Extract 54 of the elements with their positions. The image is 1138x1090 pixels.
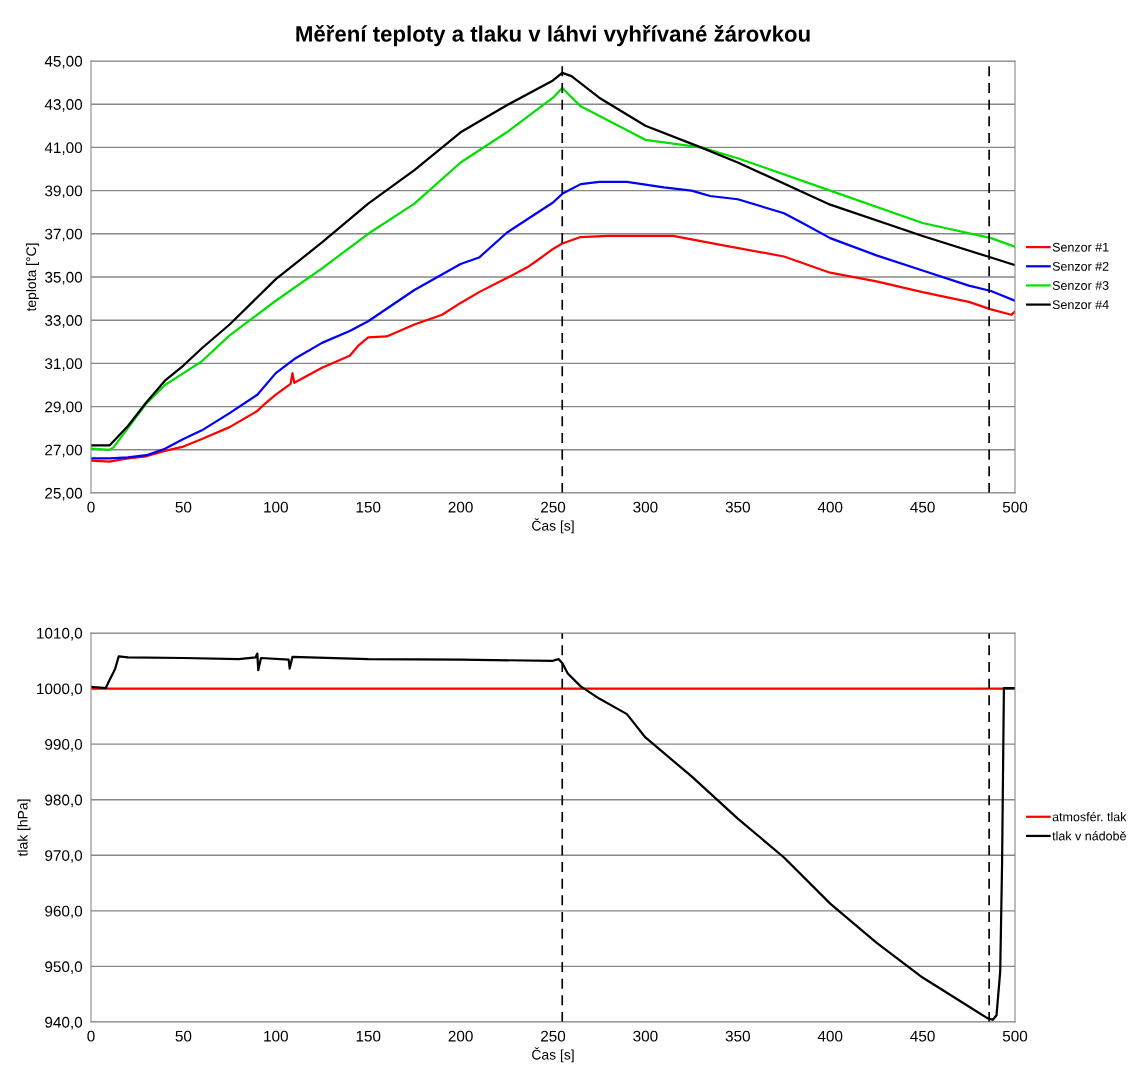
x-tick-label: 200 [448, 501, 473, 513]
x-tick-label: 350 [725, 501, 750, 513]
y-tick-label: 25,00 [45, 487, 83, 501]
y-tick-label: 970,0 [45, 850, 83, 863]
x-tick-label: 50 [175, 501, 192, 513]
y-tick-label: 1000,0 [37, 683, 83, 697]
x-tick-label: 50 [175, 1030, 192, 1042]
legend-label: Senzor #4 [1052, 300, 1109, 310]
x-tick-label: 500 [1002, 501, 1028, 513]
y-tick-label: 980,0 [45, 794, 83, 808]
y-tick-label: 27,00 [45, 444, 83, 458]
x-tick-label: 450 [910, 501, 935, 513]
legend-label: Senzor #2 [1052, 261, 1109, 271]
x-tick-label: 300 [633, 501, 658, 513]
x-tick-label: 500 [1002, 1030, 1028, 1042]
line-series [91, 234, 1015, 463]
y-tick-label: 31,00 [45, 358, 83, 371]
x-tick-label: 100 [264, 1030, 288, 1042]
y-tick-label: 45,00 [44, 55, 83, 69]
x-tick-label: 150 [356, 501, 381, 513]
y-axis-title: teplota [°C] [25, 243, 39, 312]
legend-label: Senzor #3 [1052, 281, 1109, 290]
x-axis-title: Čas [s] [532, 1047, 574, 1063]
y-tick-label: 39,00 [45, 185, 83, 199]
x-tick-label: 400 [817, 501, 843, 513]
x-tick-label: 200 [448, 1030, 473, 1042]
y-tick-label: 41,00 [44, 142, 83, 155]
x-tick-label: 100 [264, 501, 288, 513]
legend-label: tlak v nádobě [1052, 831, 1126, 841]
x-tick-label: 0 [87, 501, 95, 513]
chart-title: Měření teploty a tlaku v láhvi vyhřívané žárovkou [296, 24, 810, 47]
x-tick-label: 400 [817, 1030, 843, 1042]
y-tick-label: 990,0 [45, 739, 83, 752]
x-tick-label: 250 [541, 501, 566, 513]
x-tick-label: 450 [910, 1030, 935, 1042]
x-tick-label: 0 [87, 1030, 95, 1042]
y-axis-title: tlak [hPa] [17, 799, 31, 857]
y-tick-label: 1010,0 [37, 627, 83, 641]
line-series [91, 180, 1015, 460]
y-tick-label: 35,00 [45, 271, 83, 285]
x-tick-label: 150 [356, 1030, 381, 1042]
y-tick-label: 33,00 [45, 315, 83, 328]
legend-label: atmosfér. tlak [1052, 811, 1127, 822]
y-tick-label: 950,0 [45, 961, 83, 974]
x-tick-label: 300 [633, 1030, 658, 1042]
x-tick-label: 250 [541, 1030, 566, 1042]
legend-label: Senzor #1 [1052, 242, 1109, 252]
y-tick-label: 37,00 [45, 228, 83, 242]
y-tick-label: 43,00 [44, 99, 83, 112]
x-axis-title: Čas [s] [532, 518, 574, 534]
y-tick-label: 29,00 [45, 401, 83, 415]
y-tick-label: 940,0 [45, 1016, 83, 1030]
x-tick-label: 350 [725, 1030, 750, 1042]
y-tick-label: 960,0 [45, 905, 83, 919]
